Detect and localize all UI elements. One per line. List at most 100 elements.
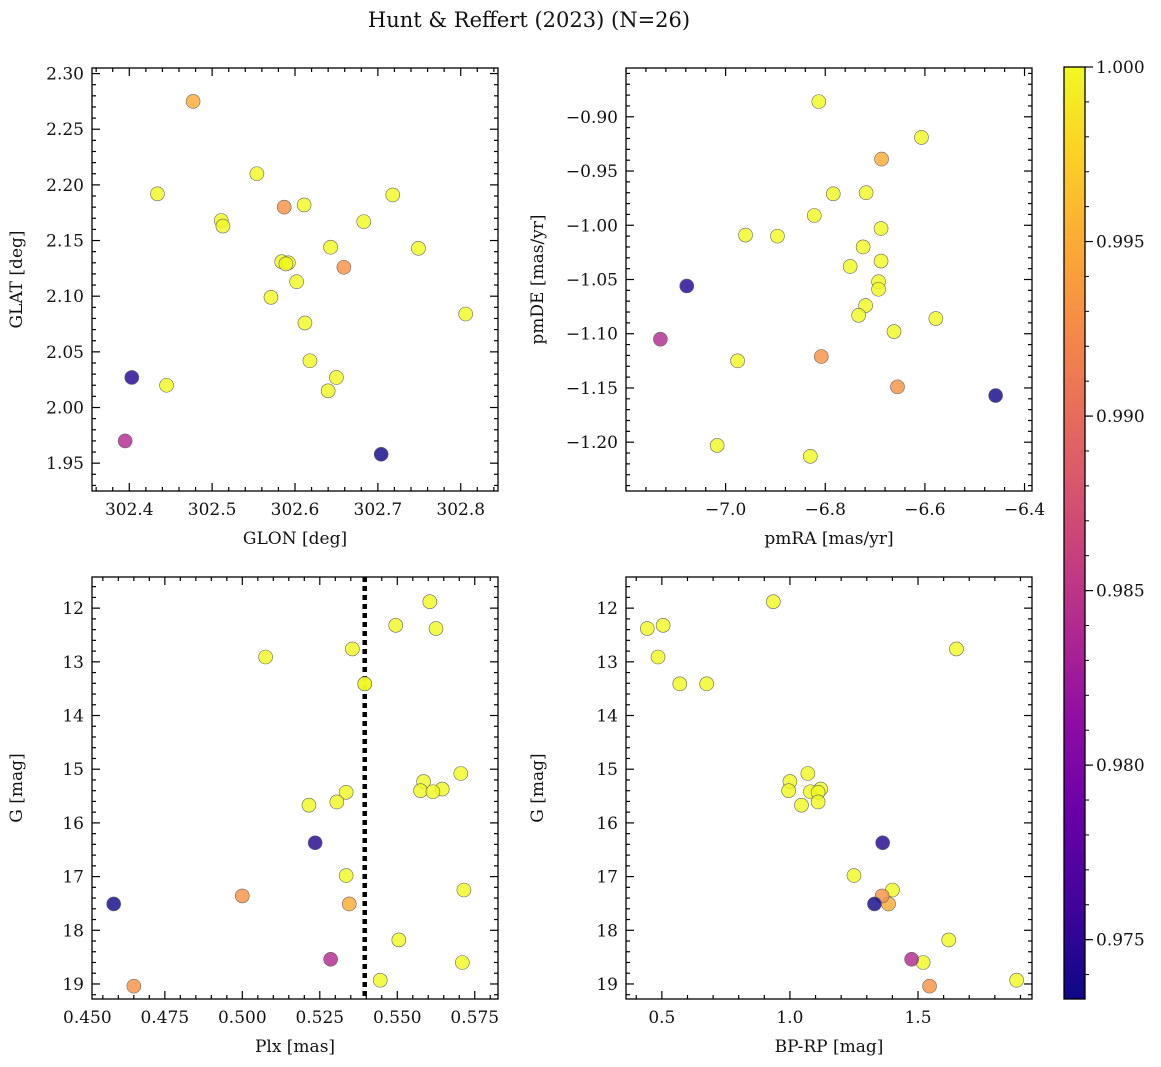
scatter-point: [794, 797, 809, 813]
scatter-point: [800, 766, 816, 781]
scatter-point: [730, 353, 745, 369]
scatter-point: [890, 379, 905, 395]
x-tick-label: 0.5: [648, 1008, 675, 1028]
axes-frame: [91, 67, 499, 492]
scatter-point: [738, 227, 753, 243]
scatter-point: [941, 932, 957, 948]
scatter-point: [329, 370, 344, 385]
scatter-point: [391, 932, 407, 948]
scatter-points: [653, 94, 1003, 464]
scatter-point: [781, 783, 796, 798]
x-tick-label: 302.5: [188, 500, 237, 520]
scatter-point: [904, 951, 919, 967]
scatter-point: [428, 621, 444, 636]
y-tick-label: 13: [62, 653, 84, 673]
scatter-point: [301, 797, 317, 813]
scatter-point: [372, 972, 388, 988]
colorbar-tick-label: 1.000: [1096, 58, 1145, 78]
panel-3: 0.450 0.475 0.500 0.525 0.550 0.575 12 13 14 15 16…: [7, 576, 499, 1057]
y-tick-label: 16: [596, 814, 618, 834]
x-tick-label: 302.6: [271, 500, 320, 520]
y-tick-label: −0.90: [566, 108, 618, 128]
scatter-point: [126, 978, 142, 994]
y-tick-label: −0.95: [566, 162, 618, 182]
scatter-point: [413, 783, 428, 798]
x-tick-label: −6.4: [1004, 500, 1045, 520]
scatter-point: [699, 676, 714, 692]
scatter-point: [422, 594, 438, 609]
scatter-point: [874, 151, 889, 167]
y-tick-label: 15: [62, 760, 84, 780]
scatter-point: [825, 186, 841, 202]
x-tick-label: 302.7: [354, 500, 403, 520]
scatter-point: [356, 214, 372, 229]
scatter-point: [770, 228, 785, 244]
scatter-point: [336, 259, 352, 275]
y-tick-label: 13: [596, 653, 618, 673]
scatter-point: [117, 433, 133, 449]
scatter-point: [341, 896, 357, 912]
x-tick-label: 1.0: [776, 1008, 803, 1028]
scatter-point: [106, 896, 121, 912]
scatter-point: [875, 835, 890, 851]
scatter-point: [653, 331, 668, 347]
y-axis-label: G [mag]: [7, 753, 27, 822]
y-tick-label: 2.15: [46, 232, 84, 252]
scatter-point: [988, 388, 1003, 403]
scatter-point: [345, 641, 360, 657]
y-tick-label: 2.05: [46, 343, 84, 363]
y-tick-label: 12: [596, 599, 618, 619]
x-tick-label: 0.450: [63, 1008, 112, 1028]
colorbar: 0.975 0.980 0.985 0.990 0.995 1.000: [1063, 58, 1145, 1000]
scatter-point: [296, 197, 312, 213]
scatter-point: [323, 951, 338, 967]
y-tick-label: 18: [62, 921, 84, 941]
y-tick-label: 16: [62, 814, 84, 834]
scatter-point: [289, 274, 304, 290]
panel-2: −7.0 −6.8 −6.6 −6.4 −1.20 −1.15 −1.10 −1.05 −1.0…: [528, 67, 1045, 549]
colorbar-tick-label: 0.980: [1096, 756, 1145, 776]
scatter-point: [455, 955, 470, 970]
figure-title: Hunt & Reffert (2023) (N=26): [368, 8, 690, 32]
scatter-points: [639, 594, 1024, 994]
scatter-point: [1009, 972, 1024, 988]
x-tick-label: 0.575: [450, 1008, 499, 1028]
y-tick-label: 2.25: [46, 120, 84, 140]
y-tick-label: 2.00: [46, 399, 84, 419]
scatter-point: [928, 311, 944, 326]
axes-frame: [91, 576, 499, 1000]
scatter-point: [914, 130, 929, 145]
scatter-point: [709, 438, 725, 453]
scatter-point: [458, 306, 473, 322]
scatter-point: [297, 315, 313, 331]
scatter-point: [810, 794, 826, 810]
scatter-point: [679, 278, 695, 294]
colorbar-gradient: [1064, 67, 1085, 999]
y-axis-label: pmDE [mas/yr]: [528, 214, 548, 344]
scatter-point: [258, 649, 273, 665]
y-tick-label: 12: [62, 599, 84, 619]
y-tick-label: −1.20: [566, 433, 618, 453]
x-tick-label: −6.6: [904, 500, 945, 520]
scatter-point: [813, 349, 829, 364]
y-tick-label: 17: [62, 868, 84, 888]
scatter-point: [811, 94, 827, 109]
scatter-point: [855, 239, 871, 255]
scatter-point: [215, 218, 231, 234]
scatter-point: [373, 446, 389, 462]
scatter-point: [323, 239, 338, 255]
y-tick-label: 19: [596, 975, 618, 995]
scatter-point: [851, 307, 866, 323]
colorbar-tick-label: 0.975: [1096, 931, 1145, 951]
axes-frame: [625, 67, 1033, 492]
axis-ticks: [92, 577, 498, 999]
x-tick-label: 302.4: [105, 500, 154, 520]
y-tick-label: 2.10: [46, 287, 84, 307]
x-tick-label: 302.8: [436, 500, 485, 520]
y-tick-label: −1.15: [566, 379, 618, 399]
scatter-point: [873, 221, 889, 236]
y-tick-label: −1.00: [566, 216, 618, 236]
y-tick-label: −1.10: [566, 325, 618, 345]
scatter-point: [249, 166, 265, 182]
scatter-point: [867, 896, 882, 912]
